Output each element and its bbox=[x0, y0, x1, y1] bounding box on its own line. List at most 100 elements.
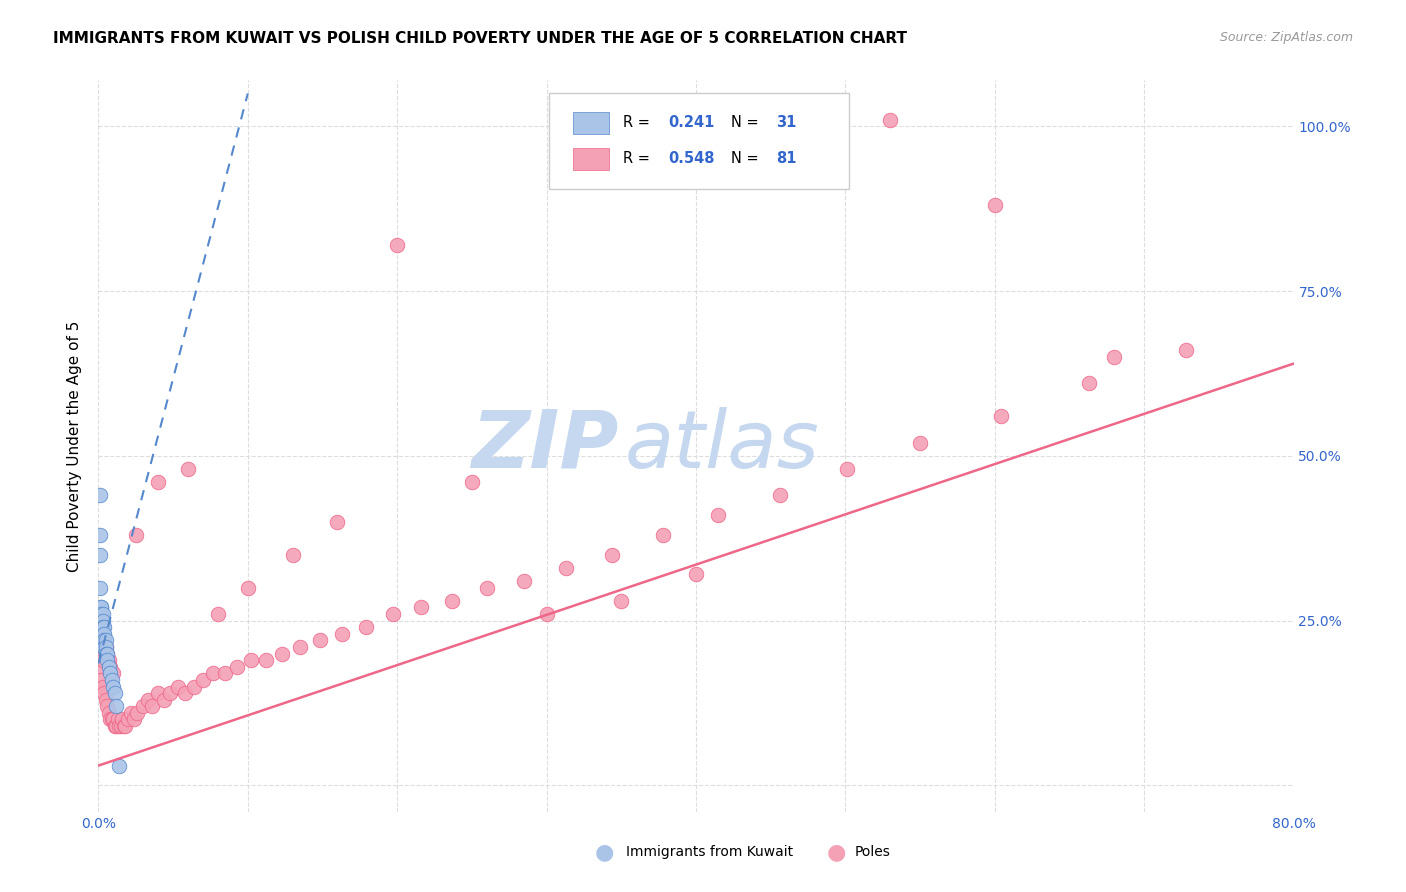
Text: N =: N = bbox=[731, 151, 763, 166]
Point bbox=[97, 659, 120, 673]
Point bbox=[97, 706, 120, 720]
Point bbox=[288, 640, 311, 654]
FancyBboxPatch shape bbox=[548, 93, 849, 188]
Point bbox=[707, 508, 730, 523]
Point bbox=[103, 680, 125, 694]
Point bbox=[536, 607, 558, 621]
Point bbox=[132, 699, 155, 714]
Point bbox=[110, 719, 132, 733]
Point bbox=[105, 699, 128, 714]
Point bbox=[96, 653, 118, 667]
Point bbox=[89, 659, 111, 673]
Point bbox=[89, 488, 111, 502]
Point bbox=[91, 614, 114, 628]
Bar bbox=[572, 112, 609, 134]
Point bbox=[120, 706, 142, 720]
Point bbox=[236, 581, 259, 595]
Point bbox=[91, 680, 114, 694]
Point bbox=[91, 627, 114, 641]
Point bbox=[98, 666, 122, 681]
Point bbox=[93, 620, 115, 634]
Point bbox=[107, 713, 129, 727]
Point bbox=[108, 719, 131, 733]
Point bbox=[89, 528, 111, 542]
Text: Poles: Poles bbox=[855, 845, 891, 859]
Point bbox=[159, 686, 181, 700]
Point bbox=[148, 686, 170, 700]
Point bbox=[101, 673, 124, 687]
Point bbox=[148, 475, 170, 490]
Point bbox=[555, 561, 578, 575]
Point bbox=[89, 581, 111, 595]
Point bbox=[990, 409, 1012, 424]
Point bbox=[94, 647, 117, 661]
Text: 0.548: 0.548 bbox=[668, 151, 716, 166]
Text: atlas: atlas bbox=[624, 407, 820, 485]
Text: 31: 31 bbox=[776, 115, 796, 130]
Point bbox=[111, 713, 134, 727]
Text: ●: ● bbox=[827, 842, 846, 862]
Point bbox=[254, 653, 277, 667]
Point bbox=[117, 713, 139, 727]
Point bbox=[281, 548, 304, 562]
Point bbox=[96, 647, 118, 661]
Text: Immigrants from Kuwait: Immigrants from Kuwait bbox=[626, 845, 793, 859]
Point bbox=[835, 462, 858, 476]
Point bbox=[124, 713, 146, 727]
Point bbox=[141, 699, 163, 714]
Point bbox=[202, 666, 225, 681]
Point bbox=[183, 680, 205, 694]
Point bbox=[91, 620, 114, 634]
Point bbox=[127, 706, 149, 720]
Point bbox=[1175, 343, 1198, 358]
Point bbox=[93, 627, 115, 641]
Point bbox=[103, 666, 125, 681]
Text: ●: ● bbox=[595, 842, 614, 862]
Point bbox=[174, 686, 197, 700]
Point bbox=[984, 198, 1007, 212]
Point bbox=[166, 680, 188, 694]
Point bbox=[879, 112, 901, 127]
Point bbox=[94, 633, 117, 648]
Point bbox=[461, 475, 484, 490]
Text: R =: R = bbox=[623, 151, 655, 166]
Point bbox=[191, 673, 214, 687]
Point bbox=[326, 515, 349, 529]
Text: 81: 81 bbox=[776, 151, 797, 166]
Point bbox=[602, 548, 624, 562]
Point bbox=[90, 614, 112, 628]
Point bbox=[90, 600, 112, 615]
Point bbox=[153, 692, 176, 706]
Text: Source: ZipAtlas.com: Source: ZipAtlas.com bbox=[1219, 31, 1353, 45]
Point bbox=[441, 594, 464, 608]
Point bbox=[101, 713, 124, 727]
Text: N =: N = bbox=[731, 115, 763, 130]
Point bbox=[908, 435, 931, 450]
Point bbox=[354, 620, 377, 634]
Point bbox=[114, 719, 136, 733]
Point bbox=[105, 719, 128, 733]
Point bbox=[96, 647, 118, 661]
Point bbox=[96, 699, 118, 714]
Point bbox=[385, 238, 409, 252]
Point bbox=[89, 548, 111, 562]
Point bbox=[108, 758, 131, 772]
Point bbox=[769, 488, 792, 502]
Point bbox=[652, 528, 675, 542]
Text: IMMIGRANTS FROM KUWAIT VS POLISH CHILD POVERTY UNDER THE AGE OF 5 CORRELATION CH: IMMIGRANTS FROM KUWAIT VS POLISH CHILD P… bbox=[53, 31, 907, 46]
Point bbox=[91, 607, 114, 621]
Point bbox=[104, 719, 127, 733]
Point bbox=[93, 633, 115, 648]
Bar bbox=[572, 147, 609, 169]
Point bbox=[104, 686, 127, 700]
Point bbox=[1077, 376, 1099, 391]
Point bbox=[91, 633, 114, 648]
Point bbox=[90, 600, 112, 615]
Point bbox=[93, 686, 115, 700]
Point bbox=[94, 640, 117, 654]
Point bbox=[103, 713, 125, 727]
Point bbox=[177, 462, 200, 476]
Point bbox=[308, 633, 330, 648]
Point bbox=[239, 653, 262, 667]
Text: ZIP: ZIP bbox=[471, 407, 619, 485]
